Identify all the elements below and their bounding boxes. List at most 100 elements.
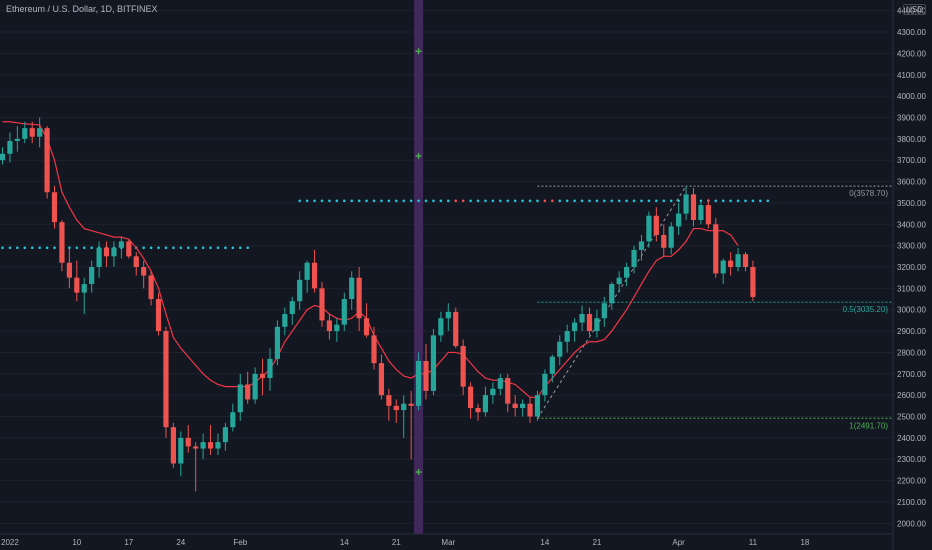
candle-body bbox=[22, 128, 28, 139]
level-dot bbox=[342, 199, 346, 203]
event-marker bbox=[415, 48, 422, 55]
level-dot bbox=[8, 246, 12, 250]
candle-body bbox=[445, 311, 451, 319]
level-dot bbox=[424, 199, 428, 203]
price-tick-label: 4300.00 bbox=[897, 28, 926, 37]
level-dot bbox=[447, 199, 450, 203]
level-dot bbox=[142, 246, 145, 250]
candle-body bbox=[163, 331, 169, 428]
level-dot bbox=[335, 199, 339, 203]
level-dot bbox=[201, 246, 205, 250]
candle-body bbox=[557, 341, 563, 357]
level-dot bbox=[766, 199, 770, 203]
level-dot bbox=[1, 246, 4, 250]
candle-body bbox=[326, 320, 333, 332]
price-tick-label: 2500.00 bbox=[897, 413, 926, 422]
price-tick-label: 2200.00 bbox=[897, 477, 926, 486]
price-tick-label: 4100.00 bbox=[897, 71, 926, 80]
level-dot bbox=[617, 199, 621, 203]
level-dot bbox=[565, 199, 569, 203]
candle-body bbox=[371, 335, 377, 364]
time-tick-label: 17 bbox=[124, 538, 133, 547]
candle-body bbox=[609, 284, 615, 304]
candle-body bbox=[475, 407, 481, 413]
level-dot bbox=[491, 199, 495, 203]
candle-body bbox=[661, 234, 667, 248]
candle-body bbox=[37, 128, 43, 137]
candle-body bbox=[453, 311, 459, 347]
candle-body bbox=[170, 427, 176, 464]
candle-body bbox=[460, 346, 466, 387]
time-tick-label: Mar bbox=[441, 538, 455, 547]
candle-body bbox=[668, 226, 674, 248]
price-scale-label[interactable]: USD bbox=[903, 4, 926, 15]
level-dot bbox=[736, 199, 740, 203]
price-tick-label: 4200.00 bbox=[897, 49, 926, 58]
level-dot bbox=[365, 199, 368, 203]
level-dot bbox=[573, 199, 576, 203]
candle-body bbox=[148, 275, 154, 300]
candle-body bbox=[222, 427, 228, 443]
price-tick-label: 3000.00 bbox=[897, 306, 926, 315]
candle-body bbox=[133, 256, 139, 267]
candle-body bbox=[0, 153, 6, 161]
candle-body bbox=[512, 403, 518, 408]
candle-body bbox=[594, 318, 600, 332]
level-dot bbox=[669, 199, 673, 203]
candle-body bbox=[341, 299, 347, 325]
time-tick-label: 21 bbox=[592, 538, 601, 547]
candle-body bbox=[207, 442, 214, 449]
candle-body bbox=[81, 284, 87, 293]
candle-body bbox=[185, 437, 191, 447]
candle-body bbox=[579, 313, 585, 323]
candle-body bbox=[89, 267, 95, 285]
candle-body bbox=[572, 322, 578, 332]
level-dot bbox=[90, 246, 93, 250]
level-dot bbox=[640, 199, 643, 203]
level-dot bbox=[751, 199, 755, 203]
candle-body bbox=[334, 324, 340, 332]
price-tick-label: 3100.00 bbox=[897, 284, 926, 293]
event-marker bbox=[415, 152, 422, 159]
candle-body bbox=[29, 128, 35, 137]
candle-body bbox=[363, 318, 370, 336]
level-dot bbox=[357, 199, 361, 203]
level-dot bbox=[476, 199, 480, 203]
candle-body bbox=[393, 405, 399, 411]
level-dot bbox=[45, 246, 49, 250]
level-dot bbox=[172, 246, 175, 250]
level-dot bbox=[528, 199, 532, 203]
time-tick-label: 10 bbox=[72, 538, 81, 547]
candle-body bbox=[297, 279, 303, 302]
level-dot bbox=[558, 199, 562, 203]
candle-body bbox=[549, 356, 555, 374]
price-tick-label: 3600.00 bbox=[897, 178, 926, 187]
price-tick-label: 2300.00 bbox=[897, 455, 926, 464]
level-dot bbox=[655, 199, 658, 203]
time-tick-label: 18 bbox=[800, 538, 809, 547]
level-dot bbox=[30, 246, 34, 250]
candle-body bbox=[14, 138, 20, 141]
level-dot bbox=[209, 246, 212, 250]
candle-body bbox=[289, 301, 295, 314]
level-dot bbox=[387, 199, 391, 203]
candle-body bbox=[490, 388, 496, 396]
level-dot bbox=[461, 199, 465, 203]
candle-body bbox=[311, 262, 318, 289]
level-dot bbox=[595, 199, 599, 203]
level-dot bbox=[677, 199, 680, 203]
candle-body bbox=[230, 412, 236, 428]
candle-body bbox=[267, 358, 273, 379]
price-tick-label: 2600.00 bbox=[897, 391, 926, 400]
candle-body bbox=[497, 378, 503, 389]
fib-level-label: 1(2491.70) bbox=[849, 421, 888, 430]
level-dot bbox=[662, 199, 666, 203]
level-dot bbox=[729, 199, 732, 203]
level-dot bbox=[409, 199, 413, 203]
candle-body bbox=[193, 446, 199, 449]
candle-body bbox=[200, 442, 206, 449]
candle-body bbox=[304, 262, 310, 280]
level-dot bbox=[320, 199, 324, 203]
level-dot bbox=[454, 199, 458, 203]
